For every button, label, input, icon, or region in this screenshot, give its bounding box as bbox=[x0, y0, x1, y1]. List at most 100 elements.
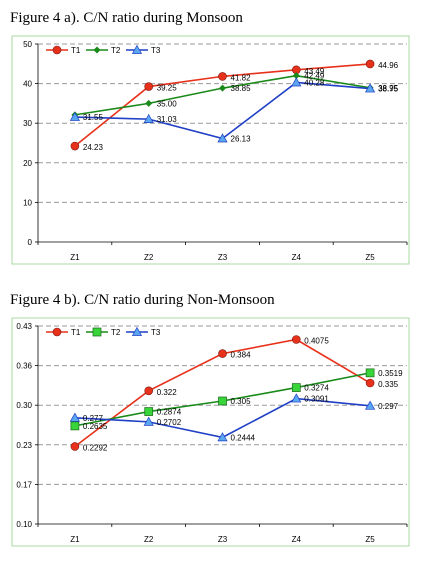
chart-b-data-label: 0.3519 bbox=[378, 369, 403, 378]
chart-b-data-label: 0.297 bbox=[378, 402, 399, 411]
chart-b-data-label: 0.335 bbox=[378, 380, 399, 389]
chart-b-data-label: 0.2874 bbox=[157, 408, 182, 417]
chart-a-legend-t2: T2 bbox=[86, 46, 121, 55]
chart-b-series-t2: 0.2635 0.2874 0.305 0.3274 0.3519 bbox=[70, 368, 403, 431]
chart-b-point-t1 bbox=[291, 335, 301, 344]
chart-a-ytick-label: 50 bbox=[23, 40, 32, 49]
chart-a-data-label: 38.95 bbox=[378, 84, 399, 93]
chart-b-data-label: 0.305 bbox=[231, 397, 252, 406]
chart-a-data-label: 31.03 bbox=[157, 115, 178, 124]
chart-b-xtick-label: Z4 bbox=[292, 535, 302, 544]
chart-a-legend-marker bbox=[131, 44, 143, 54]
chart-b-data-label: 0.384 bbox=[231, 351, 252, 360]
chart-b-data-label: 0.2444 bbox=[231, 433, 256, 442]
chart-a-point-t3 bbox=[291, 77, 302, 87]
chart-a-frame bbox=[11, 35, 410, 265]
chart-a-xtick-label: Z2 bbox=[144, 253, 154, 262]
chart-a-point-t3 bbox=[69, 111, 80, 121]
chart-a-legend-t3: T3 bbox=[126, 44, 161, 55]
chart-a-point-t1 bbox=[365, 59, 375, 69]
chart-b-legend-t1: T1 bbox=[46, 327, 81, 337]
chart-a-xtick-label: Z3 bbox=[218, 253, 228, 262]
chart-a-point-t2 bbox=[292, 72, 300, 80]
chart-b-legend-label: T2 bbox=[111, 328, 121, 337]
chart-b-legend-marker bbox=[131, 326, 143, 336]
chart-b-data-label: 0.3274 bbox=[304, 384, 329, 393]
chart-a-legend-marker bbox=[93, 46, 101, 54]
chart-b: 0.10 0.17 0.23 0.30 0.36 0.43 Z1 Z2 Z3 Z4 Z5 0.2292… bbox=[11, 317, 410, 547]
chart-a-legend-label: T3 bbox=[151, 46, 161, 55]
chart-b-data-label: 0.3091 bbox=[304, 395, 329, 404]
chart-b-ytick-label: 0.23 bbox=[16, 441, 32, 450]
chart-b-legend-marker bbox=[92, 327, 102, 337]
chart-a-data-label: 38.85 bbox=[231, 84, 252, 93]
chart-b-data-label: 0.277 bbox=[83, 414, 104, 423]
chart-a-point-t3 bbox=[365, 83, 376, 93]
chart-b-point-t3 bbox=[217, 432, 228, 442]
chart-b-series-t3: 0.277 0.2702 0.2444 0.3091 0.297 bbox=[69, 393, 399, 442]
chart-b-xtick-label: Z2 bbox=[144, 535, 154, 544]
chart-b-ytick-label: 0.43 bbox=[16, 322, 32, 331]
chart-a-data-label: 35.00 bbox=[157, 99, 178, 108]
chart-a-point-t1 bbox=[218, 72, 227, 81]
chart-b-point-t2 bbox=[365, 368, 375, 378]
chart-b-ytick-label: 0.30 bbox=[16, 401, 32, 410]
chart-b-point-t1 bbox=[70, 442, 80, 451]
chart-b-legend-t3: T3 bbox=[126, 326, 161, 337]
chart-b-data-label: 0.322 bbox=[157, 388, 178, 397]
chart-a-legend-t1: T1 bbox=[46, 45, 81, 55]
chart-a-title: Figure 4 a). C/N ratio during Monsoon bbox=[10, 10, 243, 26]
chart-b-ytick-label: 0.36 bbox=[16, 362, 32, 371]
chart-b-legend-marker bbox=[52, 327, 62, 337]
chart-b-data-label: 0.2292 bbox=[83, 443, 108, 452]
chart-a: 0 10 20 30 40 50 Z1 Z2 Z3 Z4 Z5 24.23 39.25 41.82 43.4… bbox=[11, 35, 410, 265]
chart-a-point-t2 bbox=[145, 99, 153, 107]
chart-a-point-t3 bbox=[143, 113, 154, 123]
chart-a-point-t2 bbox=[219, 84, 226, 92]
chart-a-xtick-label: Z4 bbox=[292, 253, 302, 262]
chart-b-legend-label: T3 bbox=[151, 328, 161, 337]
chart-b-point-t2 bbox=[70, 421, 80, 431]
chart-a-point-t1 bbox=[144, 82, 153, 91]
chart-b-data-label: 0.2702 bbox=[157, 418, 182, 427]
chart-b-xtick-label: Z3 bbox=[218, 535, 228, 544]
chart-a-data-label: 38.75 bbox=[378, 85, 399, 94]
chart-a-xtick-label: Z1 bbox=[70, 253, 80, 262]
chart-b-point-t2 bbox=[291, 383, 301, 392]
chart-b-point-t3 bbox=[69, 412, 80, 422]
chart-b-point-t3 bbox=[365, 400, 376, 410]
chart-b-frame bbox=[11, 317, 410, 547]
chart-a-data-label: 41.82 bbox=[231, 73, 252, 82]
chart-a-data-label: 40.28 bbox=[304, 78, 325, 87]
chart-b-title: Figure 4 b). C/N ratio during Non-Monsoo… bbox=[10, 292, 275, 308]
chart-a-series-t3: 31.55 31.03 26.13 40.28 38.75 bbox=[69, 77, 399, 144]
chart-a-series-t1: 24.23 39.25 41.82 43.49 44.96 bbox=[70, 59, 399, 152]
chart-a-data-label: 24.23 bbox=[83, 143, 104, 152]
chart-b-point-t1 bbox=[218, 349, 227, 358]
chart-b-point-t3 bbox=[143, 416, 154, 426]
chart-b-legend-label: T1 bbox=[71, 328, 81, 337]
chart-a-ytick-label: 0 bbox=[28, 238, 33, 247]
chart-a-data-label: 26.13 bbox=[231, 135, 252, 144]
chart-b-ytick-label: 0.10 bbox=[16, 520, 32, 529]
chart-b-point-t2 bbox=[144, 407, 154, 416]
chart-a-ytick-label: 30 bbox=[23, 119, 32, 128]
chart-a-ytick-label: 20 bbox=[23, 159, 32, 168]
chart-a-legend-label: T2 bbox=[111, 46, 121, 55]
chart-a-point-t1 bbox=[70, 141, 80, 151]
chart-a-xtick-label: Z5 bbox=[365, 253, 375, 262]
chart-b-point-t1 bbox=[365, 378, 375, 388]
chart-a-data-label: 42.49 bbox=[304, 72, 325, 81]
chart-a-data-label: 44.96 bbox=[378, 61, 399, 70]
chart-b-point-t2 bbox=[218, 396, 227, 406]
chart-b-point-t1 bbox=[144, 386, 153, 396]
chart-b-ytick-label: 0.17 bbox=[16, 480, 32, 489]
chart-a-ytick-label: 10 bbox=[23, 198, 32, 207]
chart-a-data-label: 43.49 bbox=[304, 67, 325, 76]
chart-b-series-t1: 0.2292 0.322 0.384 0.4075 0.335 bbox=[70, 335, 399, 452]
chart-a-data-label: 39.25 bbox=[157, 84, 178, 93]
chart-b-data-label: 0.4075 bbox=[304, 337, 329, 346]
chart-b-xtick-label: Z5 bbox=[365, 535, 375, 544]
chart-a-legend-marker bbox=[52, 45, 62, 55]
chart-a-series-t2: 35.00 38.85 42.49 38.95 bbox=[71, 72, 399, 119]
